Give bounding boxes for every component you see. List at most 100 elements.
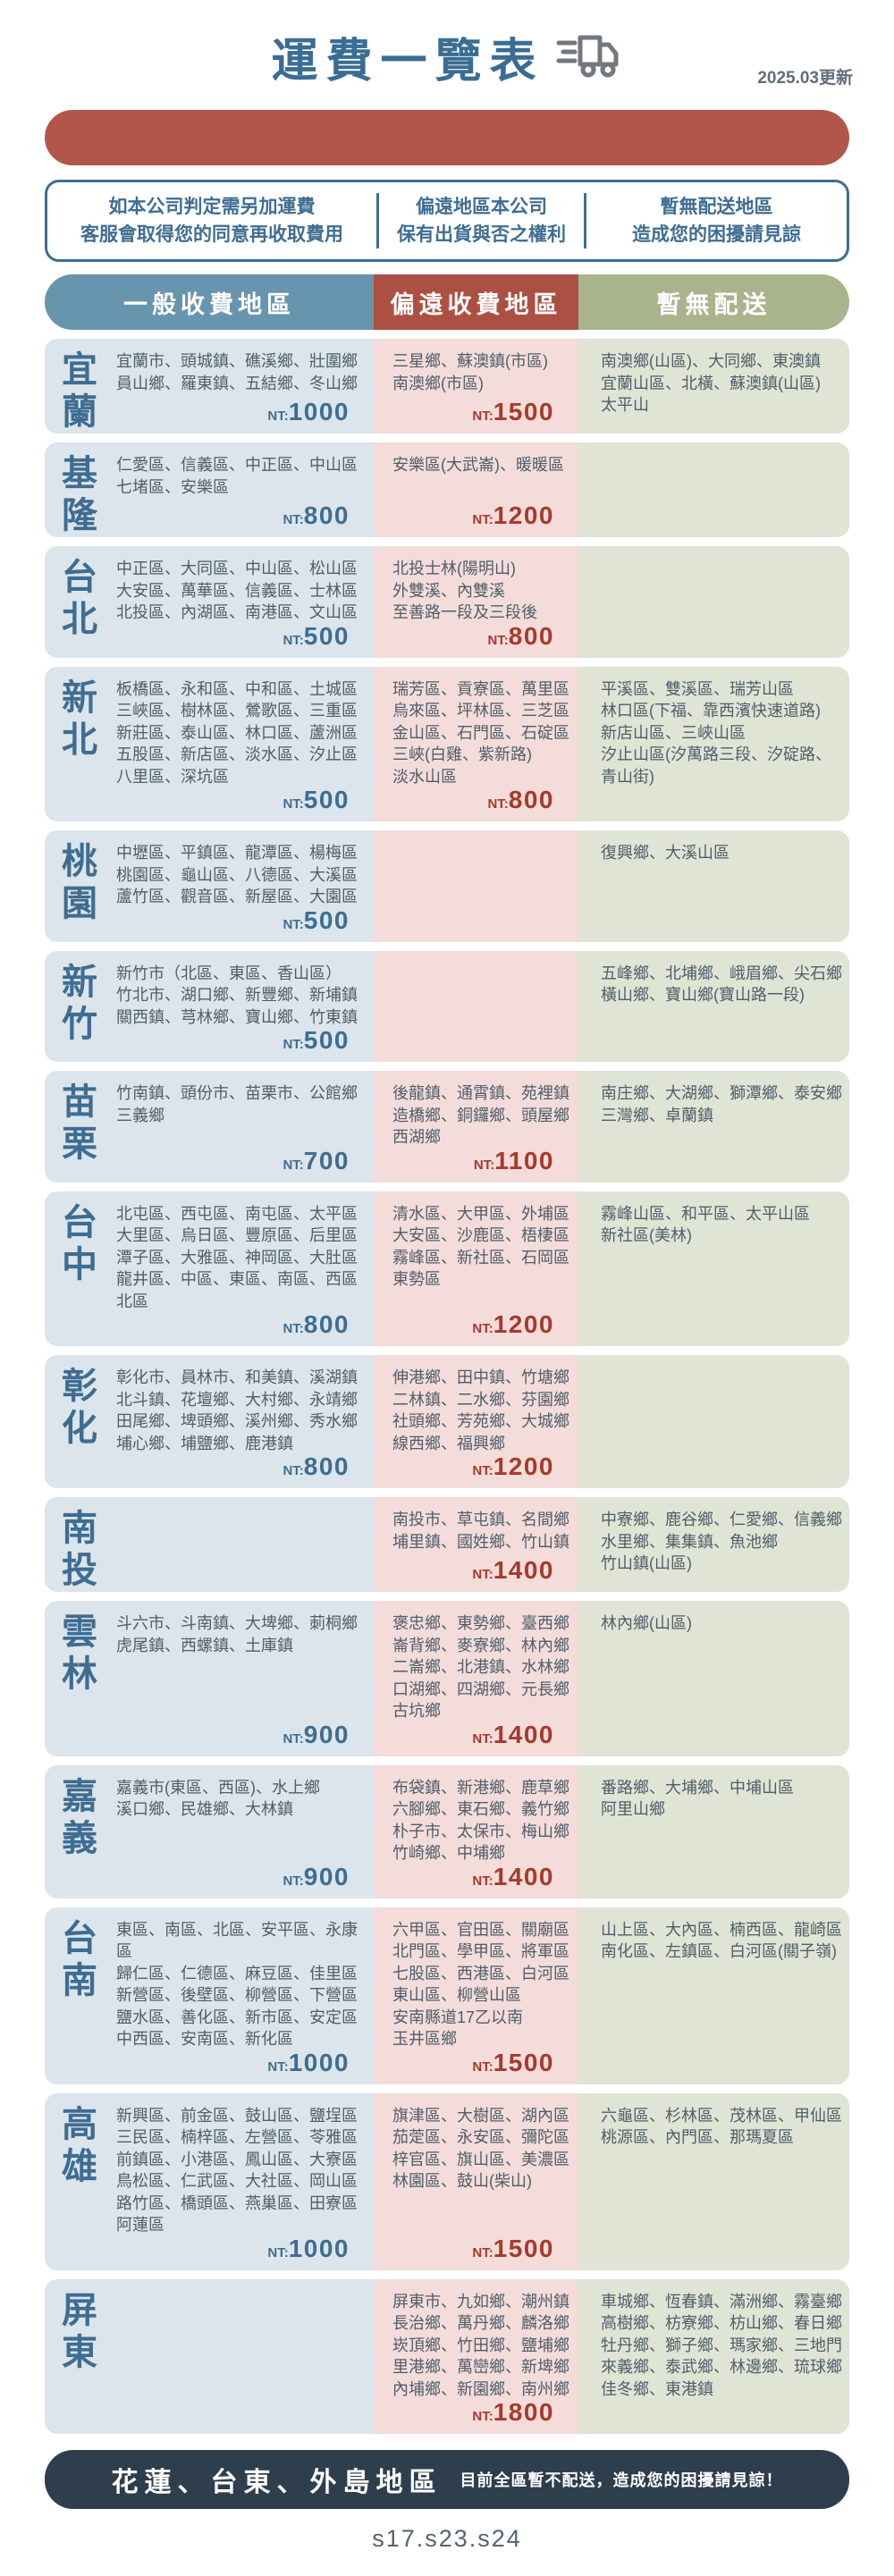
no-delivery-cell	[578, 546, 849, 658]
area-line: 褒忠鄉、東勢鄉、臺西鄉	[392, 1614, 569, 1632]
region-row: 基隆 仁愛區、信義區、中正區、中山區 七堵區、安樂區 NT:800 安樂區(大武崙…	[45, 442, 849, 537]
no-delivery-cell: 霧峰山區、和平區、太平山區 新社區(美林)	[578, 1191, 849, 1346]
page-title: 運費一覽表	[271, 36, 544, 88]
no-delivery-areas: 霧峰山區、和平區、太平山區 新社區(美林)	[601, 1203, 842, 1247]
general-price: NT:1000	[267, 2235, 350, 2263]
remote-price: NT:1400	[472, 1721, 554, 1749]
nt-prefix: NT:	[283, 512, 304, 527]
footer-subtitle: 目前全區暫不配送，造成您的困擾請見諒！	[460, 2471, 783, 2489]
nt-prefix: NT:	[472, 2409, 493, 2424]
region-label-char: 宜	[62, 350, 97, 390]
remote-areas: 安樂區(大武崙)、暖暖區	[392, 454, 573, 476]
area-line: 來義鄉、泰武鄉、林邊鄉、琉球鄉	[601, 2358, 842, 2376]
no-delivery-cell: 山上區、大內區、楠西區、龍崎區 南化區、左鎮區、白河區(關子嶺)	[578, 1907, 849, 2084]
remote-price: NT:1100	[474, 1147, 554, 1175]
area-line: 番路鄉、大埔鄉、中埔山區	[601, 1778, 794, 1797]
area-line: 伸港鄉、田中鎮、竹塘鄉	[392, 1368, 569, 1386]
remote-cell: 北投士林(陽明山) 外雙溪、內雙溪 至善路一段及三段後 NT:800	[374, 546, 578, 658]
general-areas: 板橋區、永和區、中和區、土城區 三峽區、樹林區、鶯歌區、三重區 新莊區、泰山區、林口…	[116, 678, 368, 788]
column-header-general: 一般收費地區	[45, 274, 374, 330]
region-label-char: 投	[62, 1551, 97, 1590]
remote-cell: NT:	[374, 950, 578, 1062]
remote-cell: 安樂區(大武崙)、暖暖區 NT:1200	[374, 442, 578, 537]
area-line: 西湖鄉	[392, 1128, 441, 1146]
area-line: 新店山區、三峽山區	[601, 723, 746, 742]
remote-price-amount: 800	[508, 786, 554, 813]
region-label-char: 隆	[62, 496, 97, 535]
area-line: 北投士林(陽明山)	[392, 560, 516, 577]
remote-areas: 布袋鎮、新港鄉、鹿草鄉 六腳鄉、東石鄉、義竹鄉 朴子市、太保市、梅山鄉 竹崎鄉、中埔鄉	[392, 1777, 573, 1865]
region-label: 台中	[45, 1191, 114, 1347]
area-line: 六甲區、官田區、關廟區	[392, 1920, 569, 1939]
region-label-char: 中	[62, 1244, 97, 1284]
remote-price: NT:1500	[472, 2049, 554, 2077]
area-line: 關西鎮、芎林鄉、寶山鄉、竹東鎮	[116, 1007, 358, 1026]
general-price-amount: 1000	[288, 2048, 350, 2076]
region-label-char: 竹	[62, 1004, 97, 1044]
area-line: 七股區、西港區、白河區	[392, 1964, 569, 1983]
remote-cell: 後龍鎮、通霄鎮、苑裡鎮 造橋鄉、銅鑼鄉、頭屋鄉 西湖鄉 NT:1100	[374, 1071, 578, 1183]
area-line: 三民區、楠梓區、左營區、苓雅區	[116, 2128, 358, 2146]
area-line: 八里區、深坑區	[116, 767, 229, 786]
region-row: 台南 東區、南區、北區、安平區、永康區 歸仁區、仁德區、麻豆區、佳里區 新營區、後壁…	[45, 1907, 849, 2084]
region-label-char: 新	[62, 962, 97, 1002]
remote-price-amount: 1200	[493, 1452, 554, 1480]
region-row: 彰化 彰化市、員林市、和美鎮、溪湖鎮 北斗鎮、花壇鄉、大村鄉、永靖鄉 田尾鄉、埤頭鄉…	[45, 1355, 849, 1488]
area-line: 二林鎮、二水鄉、芬園鄉	[392, 1390, 569, 1409]
general-cell-body: 中正區、大同區、中山區、松山區 大安區、萬華區、信義區、士林區 北投區、內湖區、南港…	[114, 546, 374, 658]
area-line: 竹山鎮(山區)	[601, 1554, 692, 1572]
general-cell-body: 嘉義市(東區、西區)、水上鄉 溪口鄉、民雄鄉、大林鎮 NT:900	[114, 1765, 374, 1898]
general-cell-body: 中壢區、平鎮區、龍潭區、楊梅區 桃園區、龜山區、八德區、大溪區 蘆竹區、觀音區、新屋…	[114, 830, 374, 942]
region-label-char: 桃	[62, 842, 97, 881]
note-line: 客服會取得您的同意再收取費用	[80, 224, 343, 245]
area-line: 三峽區、樹林區、鶯歌區、三重區	[116, 702, 358, 720]
general-areas: 彰化市、員林市、和美鎮、溪湖鎮 北斗鎮、花壇鄉、大村鄉、永靖鄉 田尾鄉、埤頭鄉、溪州…	[116, 1367, 368, 1454]
area-line: 朴子市、太保市、梅山鄉	[392, 1822, 569, 1840]
region-label: 新竹	[45, 951, 114, 1063]
no-delivery-cell: 番路鄉、大埔鄉、中埔山區 阿里山鄉	[578, 1764, 849, 1898]
area-line: 內埔鄉、新園鄉、南州鄉	[392, 2379, 569, 2398]
area-line: 中壢區、平鎮區、龍潭區、楊梅區	[116, 844, 358, 862]
area-line: 南投市、草屯鎮、名間鄉	[392, 1511, 569, 1528]
remote-price: NT:800	[487, 786, 554, 814]
general-cell-body: NT:	[114, 2279, 374, 2435]
nt-prefix: NT:	[267, 408, 289, 424]
region-label: 南投	[45, 1497, 114, 1592]
region-label-char: 南	[62, 1509, 97, 1548]
remote-cell: 六甲區、官田區、關廟區 北門區、學甲區、將軍區 七股區、西港區、白河區 東山區、柳營山…	[374, 1907, 578, 2084]
area-line: 五峰鄉、北埔鄉、峨眉鄉、尖石鄉	[601, 964, 842, 982]
note-general: 如本公司判定需另加運費 客服會取得您的同意再收取費用	[47, 193, 376, 248]
updated-date: 2025.03更新	[757, 69, 853, 88]
area-line: 北門區、學甲區、將軍區	[392, 1942, 569, 1960]
general-areas: 中壢區、平鎮區、龍潭區、楊梅區 桃園區、龜山區、八德區、大溪區 蘆竹區、觀音區、新屋…	[116, 842, 368, 908]
area-line: 東勢區	[392, 1270, 441, 1288]
general-price-amount: 700	[303, 1146, 350, 1174]
general-price: NT:500	[283, 622, 350, 651]
page-header: 運費一覽表 2025.03更新	[0, 0, 894, 97]
column-header-none: 暫無配送	[578, 274, 849, 330]
general-cell-body: 竹南鎮、頭份市、苗栗市、公館鄉 三義鄉 NT:700	[114, 1071, 374, 1183]
nt-prefix: NT:	[472, 1730, 493, 1747]
area-line: 三峽(白雞、紫新路)	[392, 745, 532, 763]
area-line: 南庄鄉、大湖鄉、獅潭鄉、泰安鄉	[601, 1084, 842, 1102]
area-line: 竹北市、湖口鄉、新豐鄉、新埔鎮	[116, 986, 358, 1004]
general-price-amount: 500	[303, 621, 350, 650]
general-cell-body: 斗六市、斗南鎮、大埤鄉、莿桐鄉 虎尾鎮、西螺鎮、土庫鎮 NT:900	[114, 1601, 374, 1756]
region-row: 高雄 新興區、前金區、鼓山區、鹽埕區 三民區、楠梓區、左營區、苓雅區 前鎮區、小港區…	[45, 2092, 849, 2270]
area-line: 阿里山鄉	[601, 1800, 665, 1818]
region-label: 高雄	[45, 2093, 114, 2270]
no-delivery-cell	[578, 442, 849, 537]
nt-prefix: NT:	[283, 1321, 304, 1336]
remote-areas: 北投士林(陽明山) 外雙溪、內雙溪 至善路一段及三段後	[392, 558, 573, 624]
region-label: 台南	[45, 1907, 114, 2084]
no-delivery-areas: 平溪區、雙溪區、瑞芳山區 林口區(下福、靠西濱快速道路) 新店山區、三峽山區 汐止山區…	[601, 678, 842, 788]
no-delivery-cell: 南澳鄉(山區)、大同鄉、東澳鎮 宜蘭山區、北橫、蘇澳鎮(山區) 太平山	[578, 339, 849, 434]
no-delivery-areas: 南庄鄉、大湖鄉、獅潭鄉、泰安鄉 三灣鄉、卓蘭鎮	[601, 1082, 842, 1126]
region-label-char: 苗	[62, 1082, 97, 1122]
area-line: 東區、南區、北區、安平區、永康區	[116, 1920, 358, 1961]
nt-prefix: NT:	[283, 1037, 304, 1052]
region-label-char: 東	[62, 2332, 97, 2372]
general-areas: 斗六市、斗南鎮、大埤鄉、莿桐鄉 虎尾鎮、西螺鎮、土庫鎮	[116, 1612, 368, 1656]
remote-areas: 後龍鎮、通霄鎮、苑裡鎮 造橋鄉、銅鑼鄉、頭屋鄉 西湖鄉	[392, 1082, 573, 1149]
